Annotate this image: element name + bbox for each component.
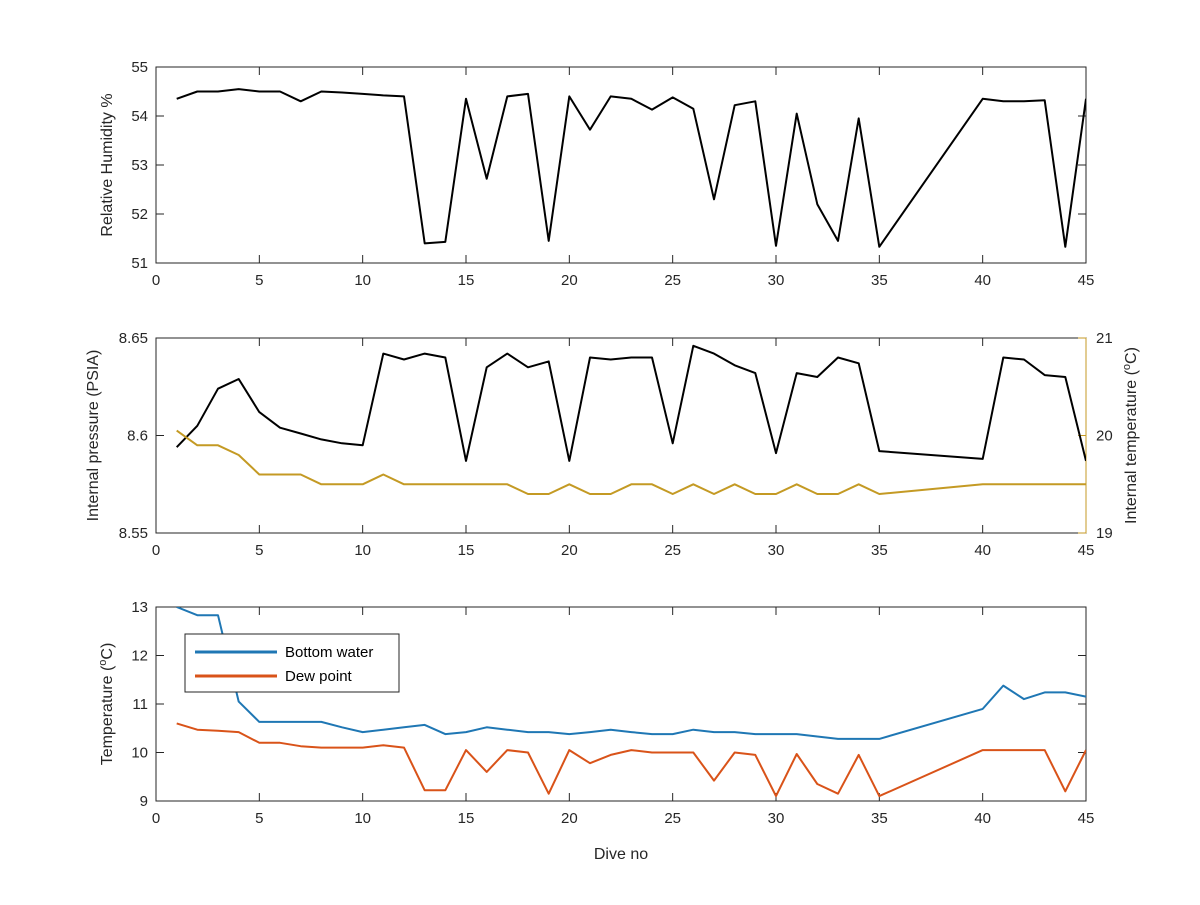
x-tick-label: 5	[255, 542, 263, 559]
x-tick-label: 35	[871, 272, 888, 289]
y-tick-label: 52	[131, 206, 148, 223]
series-line-1	[175, 344, 1086, 462]
x-tick-label: 0	[152, 542, 160, 559]
y-axis-label: Relative Humidity %	[99, 93, 116, 236]
x-tick-label: 30	[768, 810, 785, 827]
series-line-2	[176, 429, 1086, 495]
y-tick-label: 8.65	[119, 330, 148, 347]
x-tick-label: 5	[255, 810, 263, 827]
x-tick-label: 25	[664, 272, 681, 289]
y-axis-label: Temperature (oC)	[97, 643, 116, 766]
y-tick-label: 8.6	[127, 428, 148, 445]
y-tick-label: 12	[131, 648, 148, 665]
y-tick-label: 53	[131, 157, 148, 174]
y-tick-label: 13	[131, 599, 148, 616]
series-line-1	[176, 88, 1086, 248]
x-tick-label: 25	[664, 542, 681, 559]
panel-1: 0 5 10 15 20 25 30 35 40 45 51 52 53 54 55 Relative Hum…	[99, 59, 1094, 289]
x-axis-label: Dive no	[594, 846, 648, 863]
x-tick-label: 45	[1078, 542, 1095, 559]
x-tick-label: 25	[664, 810, 681, 827]
series-line-dew-point	[176, 722, 1086, 798]
x-tick-label: 20	[561, 542, 578, 559]
x-tick-label: 15	[458, 810, 475, 827]
x-tick-label: 35	[871, 810, 888, 827]
y-tick-label: 9	[140, 793, 148, 810]
y-tick-label: 55	[131, 59, 148, 76]
y-tick-label: 51	[131, 255, 148, 272]
x-tick-label: 15	[458, 272, 475, 289]
plot-frame	[155, 337, 1087, 534]
plot-frame	[155, 66, 1087, 264]
panel-3: 0 5 10 15 20 25 30 35 40 45 9 10 11 12 13 Temperature (…	[97, 599, 1094, 863]
x-tick-label: 0	[152, 810, 160, 827]
x-tick-label: 35	[871, 542, 888, 559]
x-tick-label: 10	[354, 542, 371, 559]
x-tick-label: 45	[1078, 810, 1095, 827]
x-tick-label: 0	[152, 272, 160, 289]
y-right-tick-label: 20	[1096, 428, 1113, 445]
y-axis-label: Internal pressure (PSIA)	[85, 350, 102, 522]
x-tick-label: 30	[768, 542, 785, 559]
y-tick-label: 10	[131, 745, 148, 762]
x-tick-label: 10	[354, 810, 371, 827]
y-tick-label: 8.55	[119, 525, 148, 542]
y-right-tick-label: 19	[1096, 525, 1113, 542]
series-line-bottom-water	[176, 607, 1086, 740]
x-tick-label: 40	[974, 810, 991, 827]
x-tick-label: 45	[1078, 272, 1095, 289]
y-tick-label: 54	[131, 108, 148, 125]
x-tick-label: 20	[561, 272, 578, 289]
legend: Bottom water Dew point	[184, 633, 400, 693]
x-tick-label: 30	[768, 272, 785, 289]
x-tick-label: 20	[561, 810, 578, 827]
legend-label: Dew point	[285, 668, 353, 685]
legend-box	[184, 633, 400, 693]
y-tick-label: 11	[132, 696, 148, 713]
x-tick-label: 40	[974, 272, 991, 289]
panel-2: 0 5 10 15 20 25 30 35 40 45 8.55 8.6 8.65 19 20 21 Inter…	[85, 330, 1140, 559]
x-tick-label: 15	[458, 542, 475, 559]
y-right-tick-label: 21	[1096, 330, 1113, 347]
x-tick-label: 10	[354, 272, 371, 289]
legend-label: Bottom water	[285, 644, 373, 661]
x-tick-label: 5	[255, 272, 263, 289]
y-right-axis-label: Internal temperature (oC)	[1121, 347, 1140, 524]
x-tick-label: 40	[974, 542, 991, 559]
